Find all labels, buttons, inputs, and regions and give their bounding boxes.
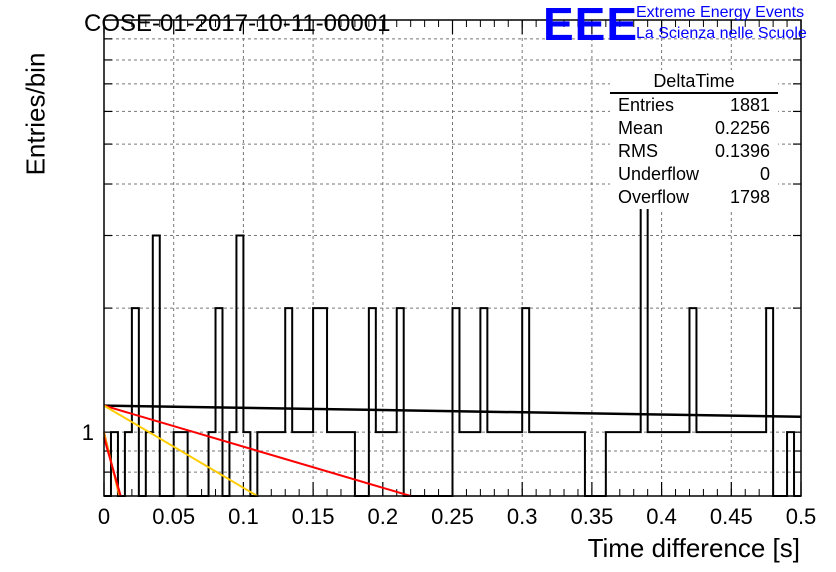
x-tick-label: 0.1 <box>228 504 259 529</box>
stats-row-rms: RMS 0.1396 <box>610 140 778 163</box>
x-tick-labels: 0 0.05 0.1 0.15 0.2 0.25 0.3 0.35 0.4 0.45 0.5 <box>98 504 816 529</box>
stats-row-underflow: Underflow 0 <box>610 163 778 186</box>
brand-line-1: Extreme Energy Events <box>636 4 805 21</box>
brand-line-2: La Scienza nelle Scuole <box>636 25 807 42</box>
fit-curve <box>103 404 802 418</box>
stats-box: DeltaTime Entries 1881 Mean 0.2256 RMS 0.13… <box>610 70 778 209</box>
x-tick-label: 0.3 <box>507 504 538 529</box>
stats-title: DeltaTime <box>610 70 778 94</box>
eee-logo: EEE <box>543 0 639 50</box>
plot-frame <box>103 19 802 497</box>
stats-row-overflow: Overflow 1798 <box>610 186 778 209</box>
stats-row-mean: Mean 0.2256 <box>610 117 778 140</box>
fit-curve <box>103 437 122 497</box>
x-tick-label: 0.45 <box>710 504 753 529</box>
stats-value: 0 <box>759 164 770 184</box>
stats-label: Overflow <box>618 187 690 207</box>
x-tick-label: 0.25 <box>431 504 474 529</box>
fit-curve <box>103 404 411 497</box>
fit-curves <box>103 404 802 497</box>
y-axis-title: Entries/bin <box>20 52 51 176</box>
fit-curve <box>103 404 258 497</box>
stats-label: Entries <box>618 95 675 115</box>
stats-value: 0.1396 <box>714 141 770 161</box>
y-tick-labels: 1 <box>82 420 94 445</box>
x-tick-label: 0 <box>98 504 110 529</box>
y-tick-label: 1 <box>82 420 94 445</box>
run-title: COSE-01-2017-10-11-00001 <box>84 10 391 37</box>
x-tick-label: 0.4 <box>646 504 677 529</box>
stats-label: Mean <box>618 118 664 138</box>
stats-label: RMS <box>618 141 658 161</box>
stats-row-entries: Entries 1881 <box>610 94 778 117</box>
stats-value: 1798 <box>729 187 770 207</box>
stats-label: Underflow <box>618 164 700 184</box>
stats-value: 1881 <box>729 95 770 115</box>
stats-value: 0.2256 <box>714 118 770 138</box>
x-tick-label: 0.05 <box>152 504 195 529</box>
x-tick-label: 0.35 <box>570 504 613 529</box>
x-tick-label: 0.5 <box>786 504 817 529</box>
x-axis-title: Time difference [s] <box>587 533 800 563</box>
x-tick-label: 0.15 <box>292 504 335 529</box>
x-tick-label: 0.2 <box>368 504 399 529</box>
